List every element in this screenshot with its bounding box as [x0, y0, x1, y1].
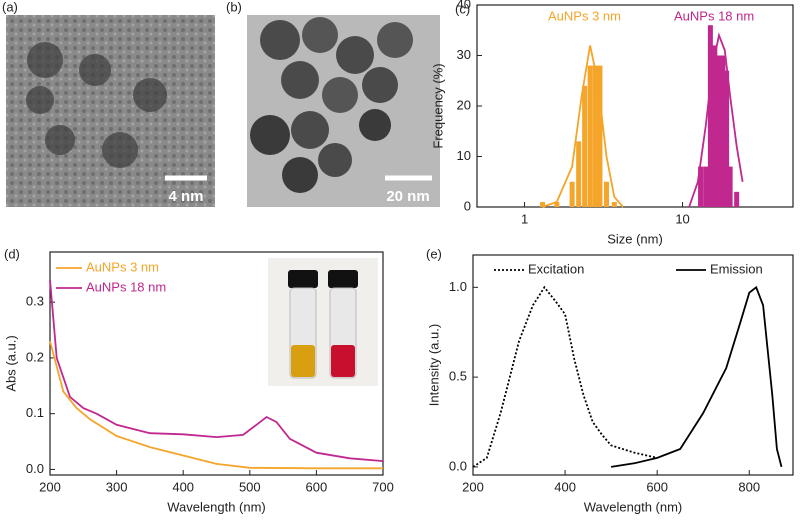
y-tick-label: 0.2: [26, 349, 44, 364]
bar: [727, 166, 733, 207]
data-line: [49, 279, 384, 462]
bar: [724, 70, 730, 208]
bar: [707, 25, 713, 208]
panel-label: (a): [2, 0, 18, 14]
legend-label: Emission: [710, 261, 763, 276]
data-line: [49, 340, 383, 470]
bar: [698, 166, 704, 207]
legend-label: AuNPs 3 nm: [86, 259, 159, 274]
plot-frame: [476, 4, 794, 208]
y-tick-label: 1.0: [449, 279, 467, 294]
y-tick-label: 30: [457, 47, 471, 62]
bar: [597, 65, 603, 207]
x-tick-label: 10: [675, 211, 689, 226]
bar: [554, 201, 560, 207]
y-tick-label: 0.3: [26, 294, 44, 309]
y-tick-label: 40: [457, 0, 471, 11]
x-tick-label: 700: [372, 479, 394, 494]
x-axis-title: Wavelength (nm): [584, 499, 683, 514]
y-axis-title: Intensity (a.u.): [426, 324, 441, 406]
x-tick-label: 800: [738, 479, 760, 494]
y-tick-label: 10: [457, 148, 471, 163]
series-annotation: AuNPs 3 nm: [548, 8, 621, 23]
panel-label: (e): [426, 246, 442, 261]
vial-photo: [268, 258, 378, 386]
y-tick-label: 0.5: [449, 369, 467, 384]
bar: [592, 65, 598, 207]
x-tick-label: 400: [554, 479, 576, 494]
x-axis-title: Wavelength (nm): [167, 499, 266, 514]
bar: [603, 181, 609, 207]
y-tick-label: 0.0: [26, 461, 44, 476]
bar: [587, 65, 593, 207]
x-axis-title: Size (nm): [607, 231, 663, 246]
y-tick-label: 0.0: [449, 458, 467, 473]
x-tick-label: 200: [462, 479, 484, 494]
x-tick-label: 500: [239, 479, 261, 494]
tem-image-a: 4 nm: [6, 15, 215, 207]
plot-frame: [49, 251, 384, 476]
bar: [582, 85, 588, 207]
panel-label: (d): [4, 246, 20, 261]
scale-bar-label: 20 nm: [386, 188, 429, 205]
x-tick-label: 200: [39, 479, 61, 494]
panel-label: (b): [226, 0, 242, 14]
legend-label: AuNPs 18 nm: [86, 279, 166, 294]
bar: [712, 45, 718, 208]
bar: [703, 166, 709, 207]
series-annotation: AuNPs 18 nm: [674, 8, 754, 23]
x-tick-label: 300: [106, 479, 128, 494]
x-tick-label: 600: [646, 479, 668, 494]
bar: [540, 201, 546, 207]
bar: [576, 141, 582, 207]
y-axis-title: Abs (a.u.): [3, 335, 18, 391]
x-tick-label: 1: [521, 211, 528, 226]
legend-label: Excitation: [528, 261, 584, 276]
y-axis-title: Frequency (%): [430, 63, 445, 148]
x-tick-label: 400: [172, 479, 194, 494]
data-line: [688, 32, 744, 208]
x-tick-label: 600: [306, 479, 328, 494]
bar: [611, 201, 617, 207]
y-tick-label: 0.1: [26, 405, 44, 420]
y-tick-label: 20: [457, 97, 471, 112]
bar: [716, 55, 722, 207]
tem-image-b: 20 nm: [247, 15, 440, 207]
bar: [720, 55, 726, 207]
panel-label: (c): [455, 1, 470, 16]
data-line: [610, 285, 783, 468]
plot-frame: [472, 254, 794, 476]
bar: [569, 181, 575, 207]
y-tick-label: 0: [464, 198, 471, 213]
data-line: [542, 45, 624, 208]
data-line: [472, 285, 658, 468]
bar: [734, 191, 740, 207]
scale-bar-label: 4 nm: [168, 188, 203, 205]
